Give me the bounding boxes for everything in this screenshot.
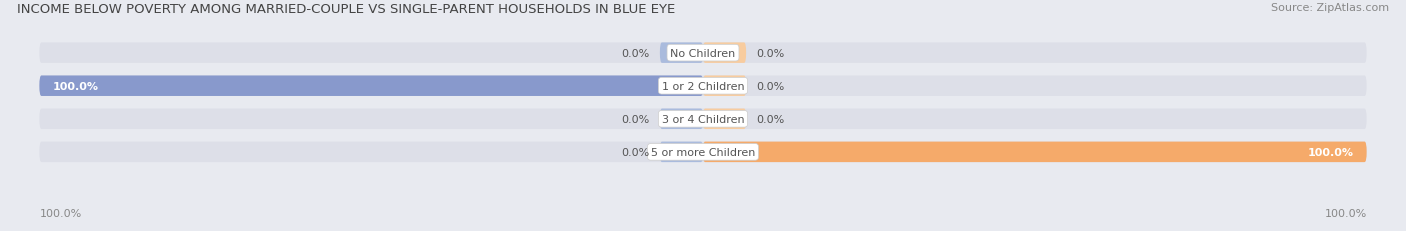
FancyBboxPatch shape — [703, 142, 1367, 162]
FancyBboxPatch shape — [659, 142, 703, 162]
Text: 0.0%: 0.0% — [621, 49, 650, 58]
Text: 1 or 2 Children: 1 or 2 Children — [662, 81, 744, 91]
FancyBboxPatch shape — [39, 142, 1367, 162]
FancyBboxPatch shape — [39, 76, 1367, 97]
FancyBboxPatch shape — [39, 43, 1367, 64]
Text: 100.0%: 100.0% — [39, 208, 82, 218]
Text: 0.0%: 0.0% — [756, 49, 785, 58]
FancyBboxPatch shape — [659, 43, 703, 64]
FancyBboxPatch shape — [39, 109, 1367, 130]
Text: 0.0%: 0.0% — [756, 81, 785, 91]
Text: 100.0%: 100.0% — [52, 81, 98, 91]
Text: 5 or more Children: 5 or more Children — [651, 147, 755, 157]
FancyBboxPatch shape — [703, 43, 747, 64]
Text: 100.0%: 100.0% — [1308, 147, 1354, 157]
Text: 3 or 4 Children: 3 or 4 Children — [662, 114, 744, 124]
FancyBboxPatch shape — [659, 109, 703, 130]
Text: INCOME BELOW POVERTY AMONG MARRIED-COUPLE VS SINGLE-PARENT HOUSEHOLDS IN BLUE EY: INCOME BELOW POVERTY AMONG MARRIED-COUPL… — [17, 3, 675, 16]
Text: 100.0%: 100.0% — [1324, 208, 1367, 218]
Text: No Children: No Children — [671, 49, 735, 58]
FancyBboxPatch shape — [703, 109, 747, 130]
FancyBboxPatch shape — [703, 76, 747, 97]
Text: 0.0%: 0.0% — [621, 114, 650, 124]
FancyBboxPatch shape — [39, 76, 703, 97]
Text: Source: ZipAtlas.com: Source: ZipAtlas.com — [1271, 3, 1389, 13]
Text: 0.0%: 0.0% — [756, 114, 785, 124]
Text: 0.0%: 0.0% — [621, 147, 650, 157]
